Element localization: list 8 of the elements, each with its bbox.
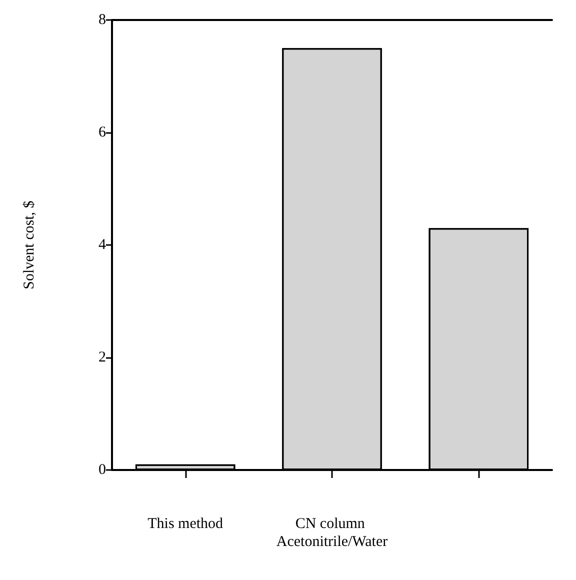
- y-tick-label: 2: [98, 350, 106, 366]
- y-tick-label: 8: [98, 12, 106, 28]
- x-tick-label: CN column Acetonitrile/Water: [276, 516, 388, 550]
- y-axis-title: Solvent cost, $: [22, 200, 38, 290]
- y-tick-label: 0: [98, 462, 106, 478]
- x-tick-label: This method: [148, 516, 224, 532]
- y-tick-label: 6: [98, 124, 106, 140]
- y-tick-label: 4: [98, 237, 106, 253]
